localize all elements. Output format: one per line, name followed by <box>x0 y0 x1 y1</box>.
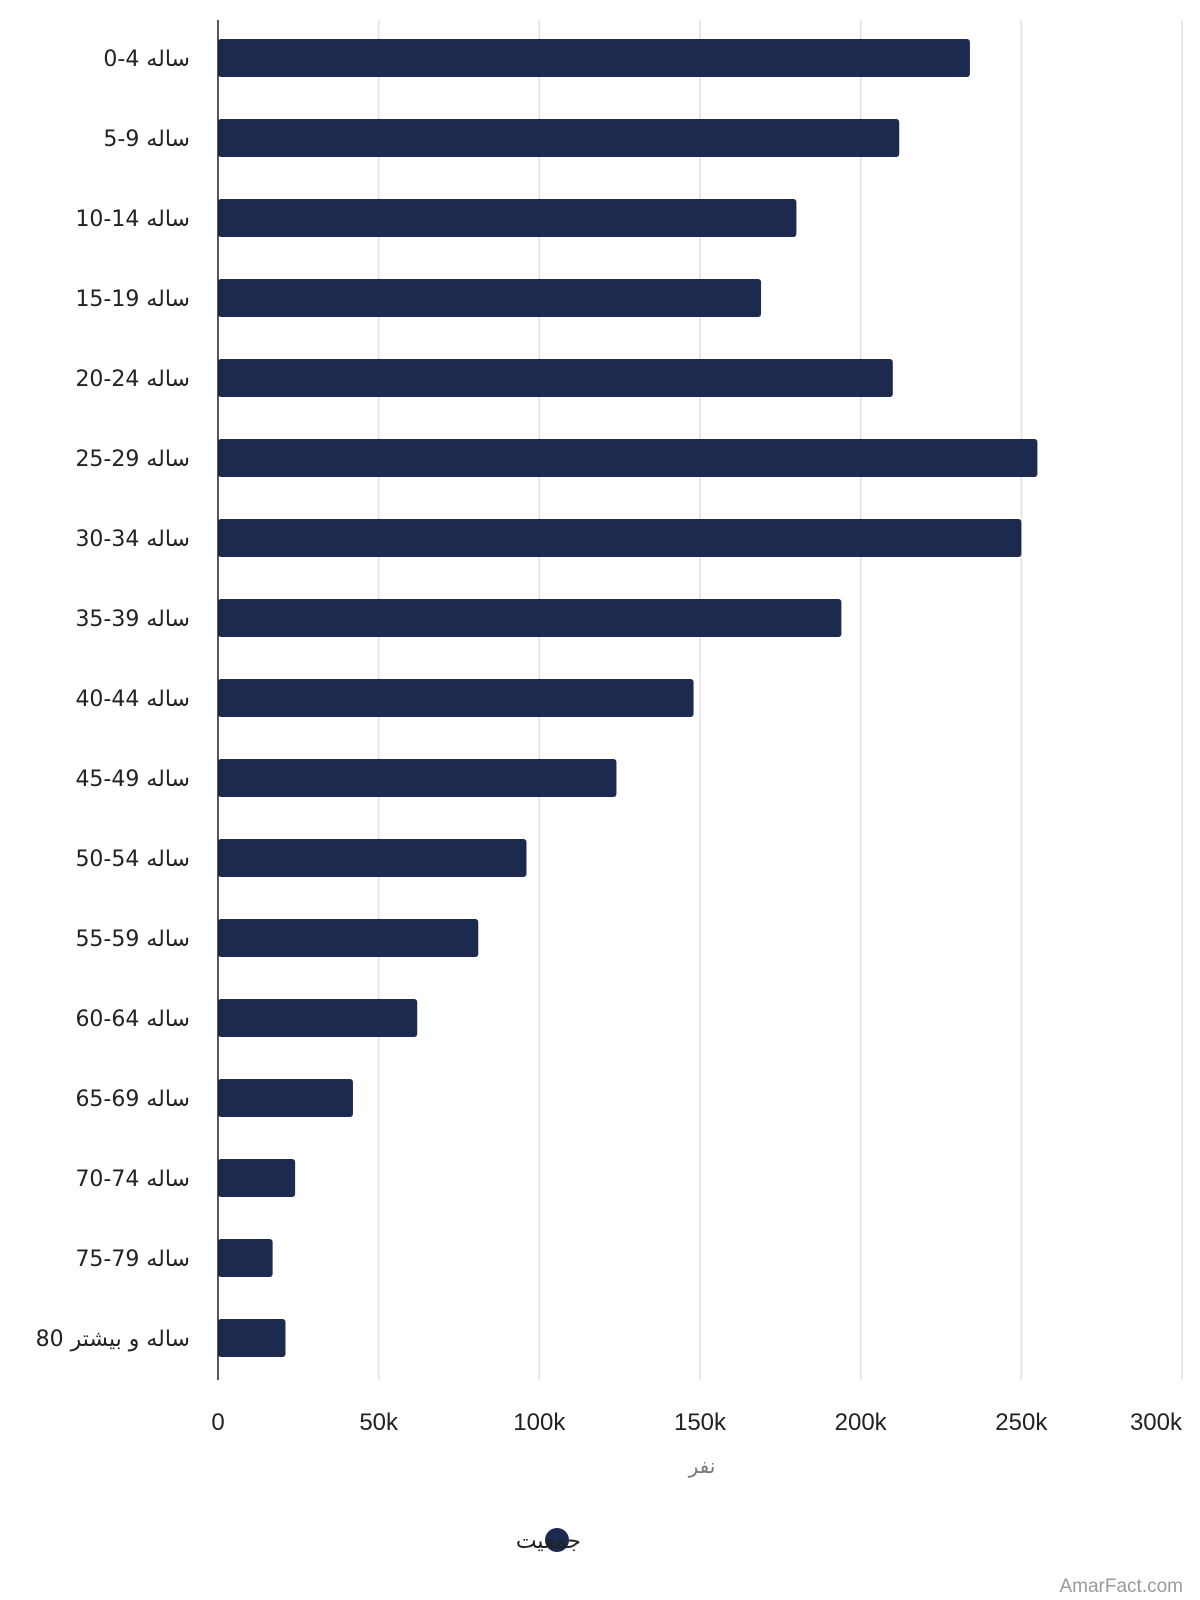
bar[interactable] <box>218 119 900 157</box>
bar[interactable] <box>218 519 1022 557</box>
category-label: 30-34 ساله <box>75 527 190 552</box>
watermark: AmarFact.com <box>1059 1576 1183 1597</box>
x-tick-label: 0 <box>211 1409 224 1436</box>
bar[interactable] <box>218 999 418 1037</box>
category-labels: 0-4 ساله 5-9 ساله 10-14 ساله 15-19 ساله 20-2… <box>36 47 190 1352</box>
x-tick-labels: 0 50k 100k 150k 200k 250k 300k <box>211 1409 1183 1436</box>
category-label: 40-44 ساله <box>75 687 190 712</box>
x-tick-label: 300k <box>1130 1409 1183 1436</box>
x-tick-label: 200k <box>835 1409 888 1436</box>
x-tick-label: 50k <box>359 1409 399 1436</box>
category-label: 45-49 ساله <box>75 767 190 792</box>
category-label: 55-59 ساله <box>75 927 190 952</box>
x-axis-title: نفر <box>688 1454 716 1478</box>
category-label: 70-74 ساله <box>75 1167 190 1192</box>
category-label: 65-69 ساله <box>75 1087 190 1112</box>
gridlines <box>377 20 1183 1380</box>
bar[interactable] <box>218 199 797 237</box>
category-label: 35-39 ساله <box>75 607 190 632</box>
x-tick-label: 250k <box>995 1409 1048 1436</box>
legend-label: جمعیت <box>516 1529 581 1554</box>
category-label: 50-54 ساله <box>75 847 190 872</box>
bar[interactable] <box>218 839 527 877</box>
legend[interactable]: جمعیت <box>516 1528 581 1554</box>
category-label: 80 ساله و بیشتر <box>36 1327 190 1352</box>
bars <box>218 39 1038 1357</box>
category-label: 60-64 ساله <box>75 1007 190 1032</box>
bar[interactable] <box>218 1319 286 1357</box>
bar[interactable] <box>218 39 970 77</box>
legend-marker <box>545 1528 569 1552</box>
bar[interactable] <box>218 679 694 717</box>
bar[interactable] <box>218 919 479 957</box>
bar[interactable] <box>218 279 762 317</box>
bar[interactable] <box>218 1239 273 1277</box>
bar[interactable] <box>218 439 1038 477</box>
bar[interactable] <box>218 359 893 397</box>
x-tick-label: 100k <box>513 1409 566 1436</box>
bar[interactable] <box>218 599 842 637</box>
bar[interactable] <box>218 1079 353 1117</box>
category-label: 5-9 ساله <box>103 127 190 152</box>
category-label: 75-79 ساله <box>75 1247 190 1272</box>
x-tick-label: 150k <box>674 1409 727 1436</box>
category-label: 0-4 ساله <box>103 47 190 72</box>
bar[interactable] <box>218 759 617 797</box>
category-label: 20-24 ساله <box>75 367 190 392</box>
category-label: 25-29 ساله <box>75 447 190 472</box>
category-label: 15-19 ساله <box>75 287 190 312</box>
category-label: 10-14 ساله <box>75 207 190 232</box>
bar[interactable] <box>218 1159 296 1197</box>
